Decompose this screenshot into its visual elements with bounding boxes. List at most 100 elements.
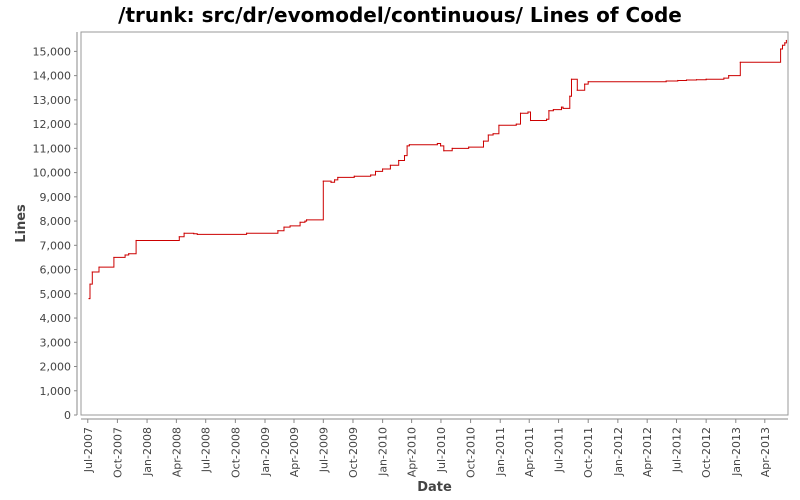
data-point: [739, 61, 741, 63]
data-point: [403, 155, 406, 157]
data-point: [89, 283, 91, 285]
x-tick-label: Jan-2008: [141, 427, 154, 477]
x-tick-label: Jul-2012: [671, 427, 684, 473]
data-point: [451, 147, 453, 149]
data-point: [382, 168, 384, 170]
y-tick-label: 12,000: [33, 118, 72, 131]
data-point: [193, 233, 195, 235]
y-tick-label: 0: [64, 409, 71, 422]
x-tick-label: Jul-2008: [200, 427, 213, 473]
data-point: [305, 219, 308, 221]
data-point: [695, 79, 698, 81]
y-tick-label: 13,000: [33, 94, 72, 107]
x-tick-label: Jan-2013: [730, 427, 743, 477]
data-point: [560, 106, 563, 108]
data-point: [304, 220, 306, 222]
data-point: [468, 146, 470, 148]
x-tick-label: Apr-2009: [288, 427, 301, 477]
data-point: [337, 176, 339, 179]
x-tick-label: Jul-2010: [435, 427, 448, 473]
x-tick-label: Apr-2008: [170, 427, 183, 477]
data-point: [677, 79, 679, 82]
x-tick-label: Jul-2007: [82, 427, 95, 473]
data-point: [487, 134, 489, 136]
data-point: [196, 233, 198, 236]
x-tick-label: Jan-2011: [494, 427, 507, 477]
data-point: [779, 48, 782, 50]
y-tick-label: 14,000: [33, 70, 72, 83]
data-point: [785, 39, 787, 42]
x-tick-label: Oct-2009: [347, 427, 360, 478]
x-tick-label: Oct-2008: [229, 427, 242, 478]
data-point: [91, 271, 93, 273]
x-tick-label: Apr-2011: [523, 427, 536, 477]
data-point: [685, 79, 688, 81]
data-point: [398, 159, 400, 162]
x-tick-label: Jul-2009: [317, 427, 330, 473]
data-point: [436, 142, 439, 145]
data-point: [492, 133, 494, 135]
data-point: [283, 226, 285, 228]
data-point: [334, 179, 336, 181]
y-axis: 0 1,000 2,000 3,000 4,000 5,000 6,000 7,000 8,00…: [33, 32, 78, 422]
data-point: [440, 145, 442, 147]
data-point: [443, 150, 445, 152]
data-point: [548, 110, 550, 112]
data-point: [546, 118, 548, 120]
data-point: [705, 78, 707, 80]
x-tick-label: Oct-2010: [465, 427, 478, 478]
data-point: [370, 174, 372, 176]
x-tick-label: Jan-2010: [377, 427, 390, 477]
data-point: [98, 266, 100, 268]
data-point: [135, 239, 137, 242]
data-point: [88, 298, 90, 300]
x-tick-label: Apr-2013: [759, 427, 772, 477]
data-point: [529, 119, 532, 122]
x-tick-label: Jan-2012: [612, 427, 625, 477]
y-tick-label: 5,000: [40, 288, 72, 301]
data-point: [498, 124, 500, 126]
y-tick-label: 10,000: [33, 167, 72, 180]
data-point: [183, 232, 185, 234]
x-tick-label: Apr-2012: [641, 427, 654, 477]
data-point: [527, 111, 529, 113]
data-point: [519, 112, 522, 114]
data-point: [124, 254, 126, 256]
y-tick-label: 7,000: [40, 239, 72, 252]
data-point: [552, 108, 555, 111]
data-point: [587, 81, 589, 83]
y-tick-label: 11,000: [33, 142, 72, 155]
plot-area: [80, 31, 789, 416]
data-point: [723, 77, 725, 79]
data-point: [665, 80, 667, 82]
data-point: [374, 170, 377, 172]
data-point: [562, 107, 564, 109]
y-tick-label: 9,000: [40, 191, 72, 204]
data-point: [406, 145, 408, 147]
data-point: [389, 164, 391, 166]
data-point: [570, 78, 573, 80]
data-point: [408, 144, 410, 146]
data-point: [128, 253, 130, 255]
data-point: [289, 225, 291, 227]
data-point: [728, 75, 730, 77]
y-tick-label: 8,000: [40, 215, 72, 228]
data-point: [515, 123, 517, 125]
x-tick-label: Oct-2011: [582, 427, 595, 478]
x-tick-label: Jan-2009: [259, 427, 272, 477]
x-axis-title: Date: [417, 480, 452, 495]
data-point: [781, 44, 784, 46]
data-point: [330, 181, 332, 183]
data-point: [584, 83, 586, 85]
data-point: [784, 42, 786, 44]
x-tick-label: Oct-2007: [111, 427, 124, 478]
x-axis: Jul-2007 Oct-2007 Jan-2008 Apr-2008 Jul-2008…: [81, 418, 788, 478]
y-tick-label: 15,000: [33, 45, 72, 58]
data-point: [322, 180, 324, 182]
data-point: [353, 175, 355, 177]
y-tick-label: 4,000: [40, 312, 72, 325]
chart-title: /trunk: src/dr/evomodel/continuous/ Line…: [118, 3, 682, 27]
data-point: [246, 232, 248, 234]
y-axis-title: Lines: [14, 204, 29, 243]
data-point: [178, 236, 180, 238]
